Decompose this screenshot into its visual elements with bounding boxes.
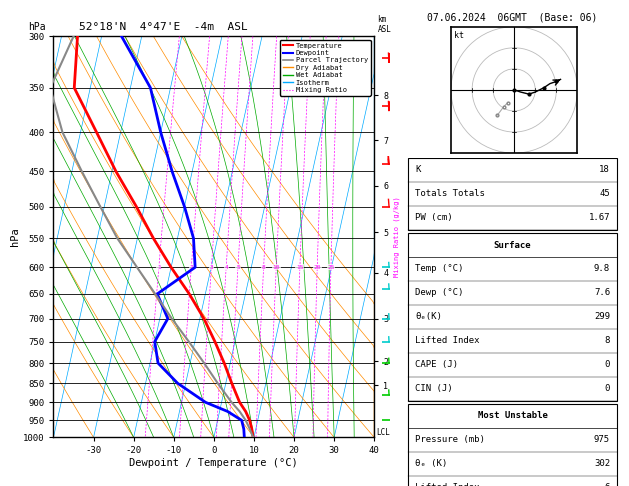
- Text: 25: 25: [327, 265, 335, 270]
- Text: CIN (J): CIN (J): [415, 384, 453, 393]
- Text: 8: 8: [262, 265, 265, 270]
- Text: K: K: [415, 165, 421, 174]
- Bar: [408, 404, 617, 486]
- Text: Pressure (mb): Pressure (mb): [415, 435, 485, 444]
- Text: 2: 2: [189, 265, 193, 270]
- Text: hPa: hPa: [28, 21, 46, 32]
- Text: Lifted Index: Lifted Index: [415, 483, 480, 486]
- Text: Mixing Ratio (g/kg): Mixing Ratio (g/kg): [393, 196, 399, 278]
- Text: 3: 3: [209, 265, 213, 270]
- Text: 8: 8: [604, 336, 610, 346]
- Text: 10: 10: [272, 265, 280, 270]
- Text: 975: 975: [594, 435, 610, 444]
- X-axis label: Dewpoint / Temperature (°C): Dewpoint / Temperature (°C): [130, 458, 298, 468]
- Text: LCL: LCL: [376, 428, 390, 437]
- Bar: [408, 233, 617, 400]
- Text: 302: 302: [594, 459, 610, 469]
- Text: Lifted Index: Lifted Index: [415, 336, 480, 346]
- Text: Surface: Surface: [494, 241, 532, 249]
- Text: 7.6: 7.6: [594, 289, 610, 297]
- Text: 20: 20: [313, 265, 321, 270]
- Legend: Temperature, Dewpoint, Parcel Trajectory, Dry Adiabat, Wet Adiabat, Isotherm, Mi: Temperature, Dewpoint, Parcel Trajectory…: [280, 40, 370, 96]
- Text: 1: 1: [157, 265, 161, 270]
- Text: Dewp (°C): Dewp (°C): [415, 289, 464, 297]
- Text: 07.06.2024  06GMT  (Base: 06): 07.06.2024 06GMT (Base: 06): [428, 12, 598, 22]
- Text: 9.8: 9.8: [594, 264, 610, 274]
- Text: Temp (°C): Temp (°C): [415, 264, 464, 274]
- Text: 299: 299: [594, 312, 610, 321]
- Text: Totals Totals: Totals Totals: [415, 190, 485, 198]
- Bar: [408, 158, 617, 230]
- Text: kt: kt: [454, 31, 464, 39]
- Text: θₑ(K): θₑ(K): [415, 312, 442, 321]
- Text: PW (cm): PW (cm): [415, 213, 453, 222]
- Text: CAPE (J): CAPE (J): [415, 360, 459, 369]
- Text: 52°18'N  4°47'E  -4m  ASL: 52°18'N 4°47'E -4m ASL: [79, 21, 247, 32]
- Text: 0: 0: [604, 360, 610, 369]
- Text: km
ASL: km ASL: [377, 15, 391, 34]
- Text: 4: 4: [225, 265, 228, 270]
- Text: θₑ (K): θₑ (K): [415, 459, 447, 469]
- Text: 5: 5: [236, 265, 240, 270]
- Text: Most Unstable: Most Unstable: [477, 412, 548, 420]
- Text: 1.67: 1.67: [589, 213, 610, 222]
- Text: 6: 6: [604, 483, 610, 486]
- Text: 15: 15: [296, 265, 304, 270]
- Text: 45: 45: [599, 190, 610, 198]
- Y-axis label: hPa: hPa: [10, 227, 20, 246]
- Text: 18: 18: [599, 165, 610, 174]
- Text: 0: 0: [604, 384, 610, 393]
